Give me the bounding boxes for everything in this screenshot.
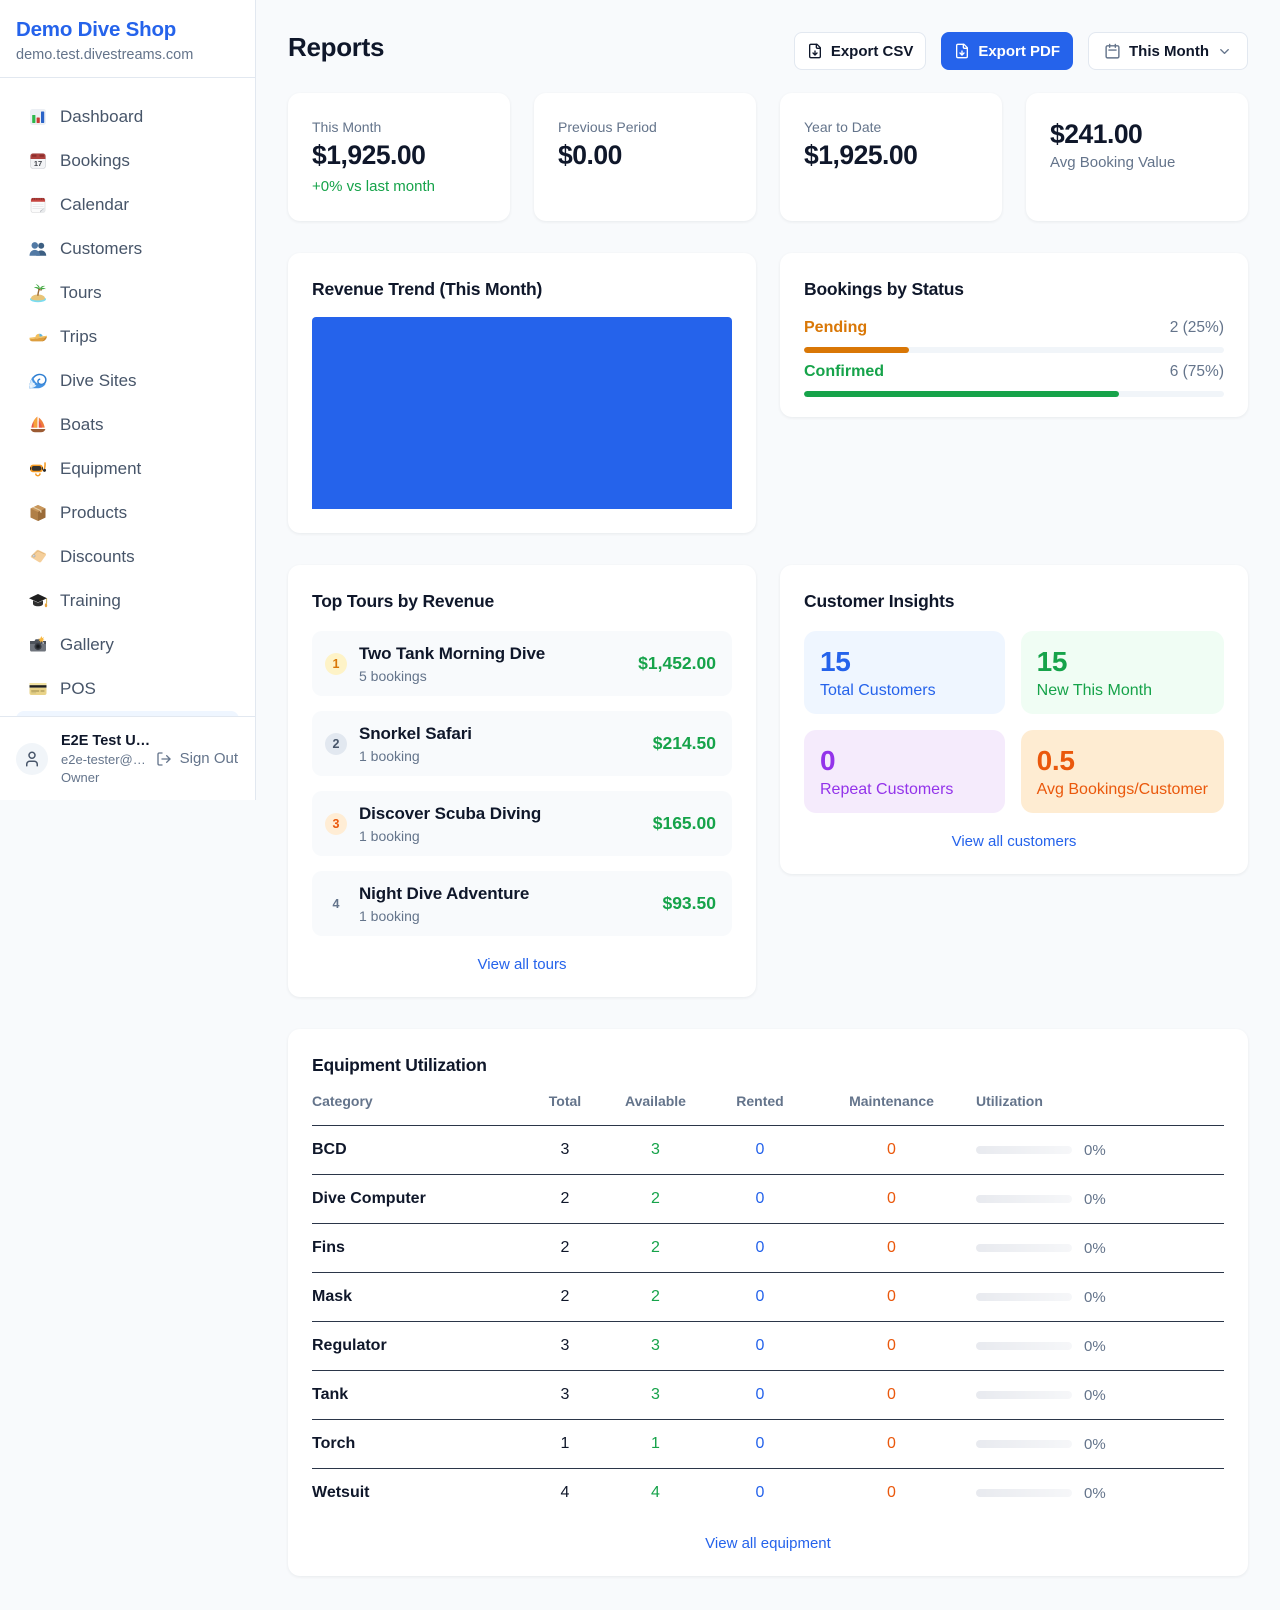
svg-text:17: 17	[34, 159, 42, 168]
